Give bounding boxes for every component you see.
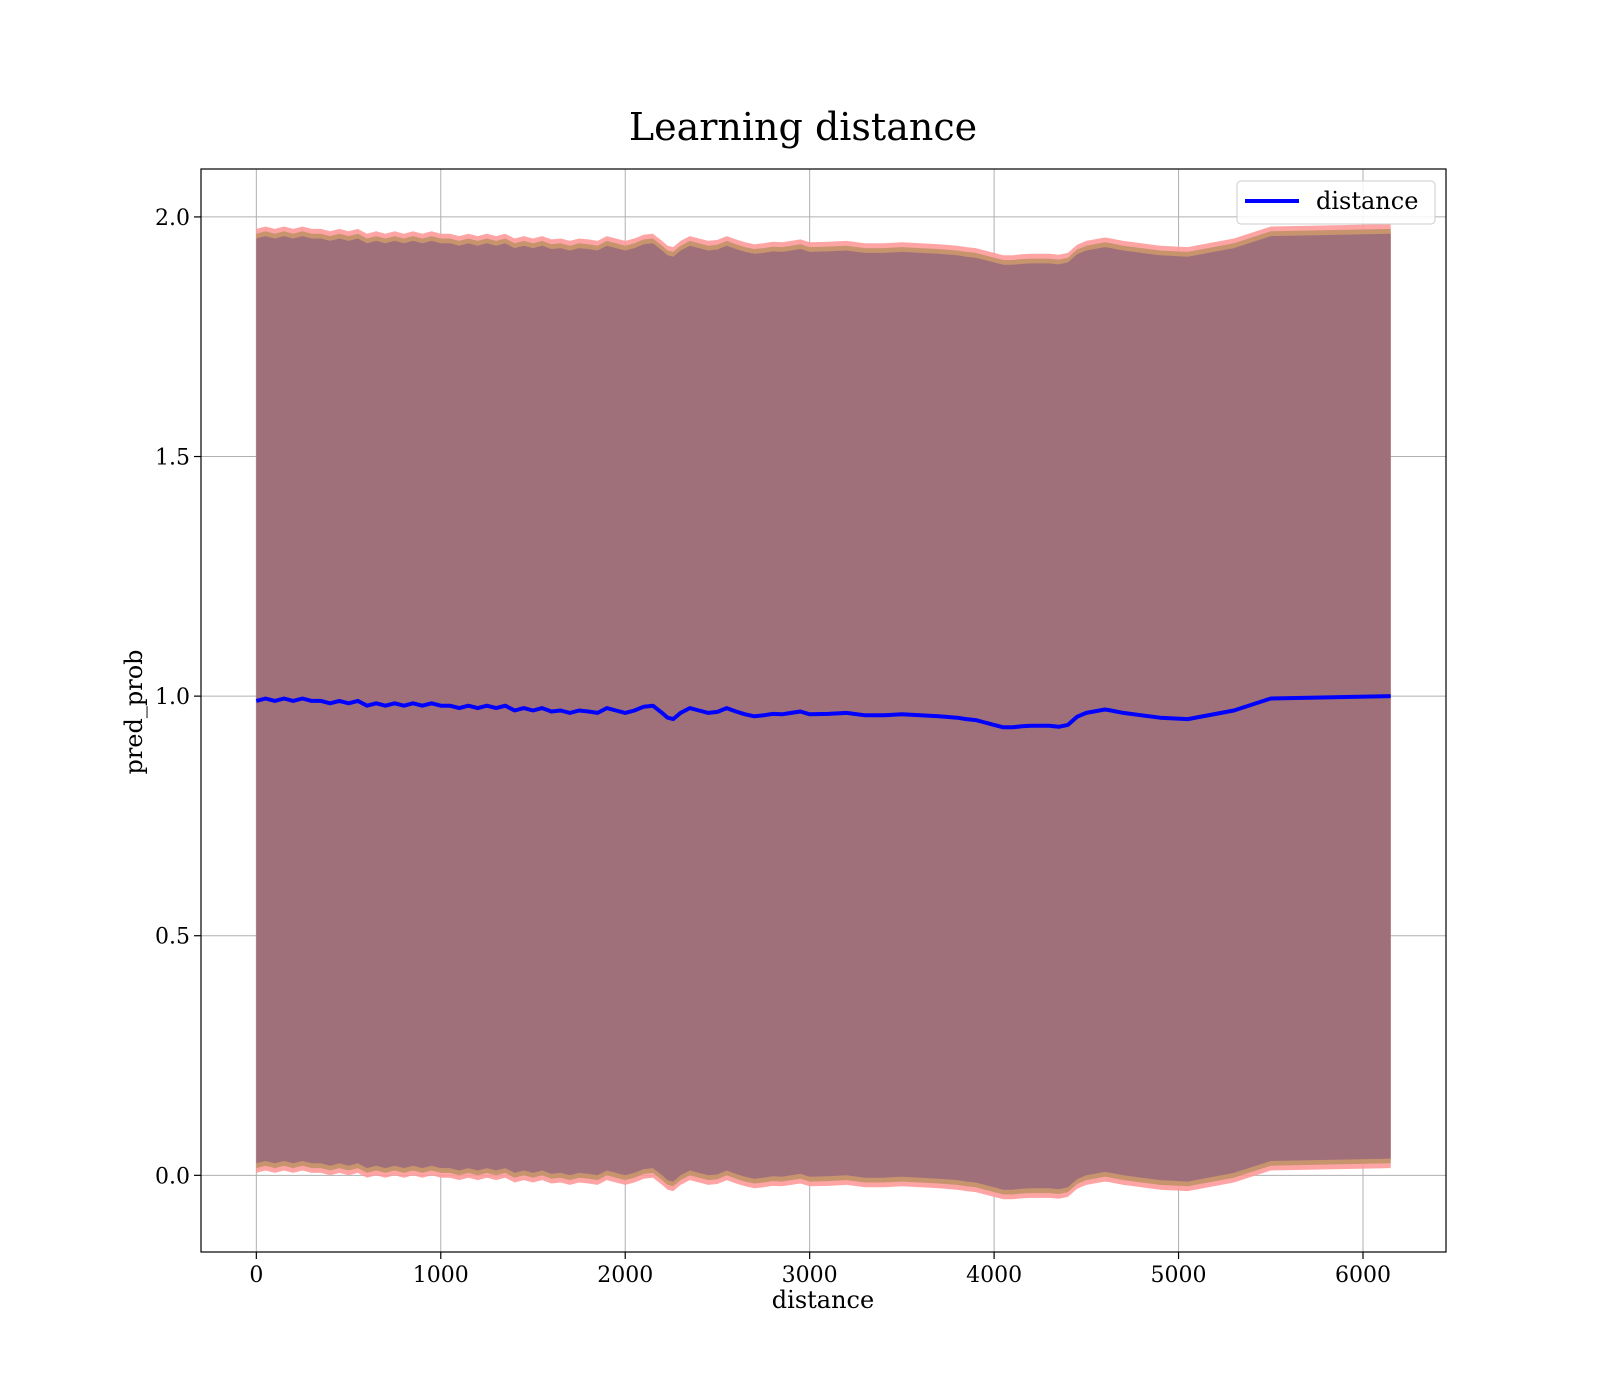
chart-title: Learning distance <box>629 105 977 149</box>
x-tick-label: 0 <box>249 1263 263 1288</box>
legend-box <box>1236 180 1436 225</box>
y-tick-label: 1.5 <box>155 446 190 471</box>
inner-confidence-band <box>256 233 1391 1190</box>
x-tick-label: 1000 <box>413 1263 469 1288</box>
legend-label-distance: distance <box>1316 187 1418 215</box>
legend: distance <box>1236 180 1436 225</box>
x-tick-label: 4000 <box>966 1263 1022 1288</box>
x-axis-ticks: 0 1000 2000 3000 4000 5000 6000 <box>249 1252 1391 1288</box>
x-tick-label: 3000 <box>782 1263 838 1288</box>
x-tick-label: 5000 <box>1151 1263 1207 1288</box>
y-axis-label: pred_prob <box>120 649 148 774</box>
series-lines <box>255 694 1391 730</box>
x-tick-label: 6000 <box>1335 1263 1391 1288</box>
y-tick-label: 0.5 <box>155 925 190 950</box>
plot-area-frame <box>200 168 1447 1253</box>
series-line-distance <box>255 694 1391 730</box>
x-tick-label: 2000 <box>597 1263 653 1288</box>
y-tick-label: 1.0 <box>155 685 190 710</box>
x-axis-label: distance <box>772 1286 874 1314</box>
y-axis-ticks: 0.0 0.5 1.0 1.5 2.0 <box>155 206 201 1189</box>
y-tick-label: 0.0 <box>155 1164 190 1189</box>
confidence-bands <box>256 224 1391 1200</box>
y-tick-label: 2.0 <box>155 206 190 231</box>
